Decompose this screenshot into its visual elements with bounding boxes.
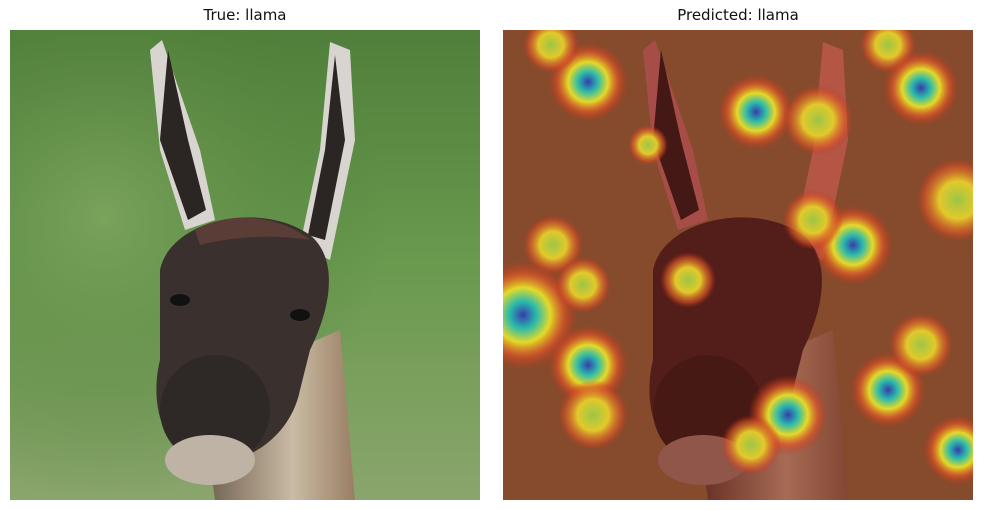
predicted-label-title: Predicted: llama <box>677 6 799 24</box>
llama-photo-drawing <box>10 30 480 500</box>
true-label-title: True: llama <box>203 6 287 24</box>
llama-heatmap-overlay <box>503 30 973 500</box>
true-label-panel: True: llama <box>10 0 480 510</box>
predicted-label-panel: Predicted: llama <box>503 0 973 510</box>
llama-photo <box>10 30 480 500</box>
heatmap-drawing <box>503 30 973 500</box>
